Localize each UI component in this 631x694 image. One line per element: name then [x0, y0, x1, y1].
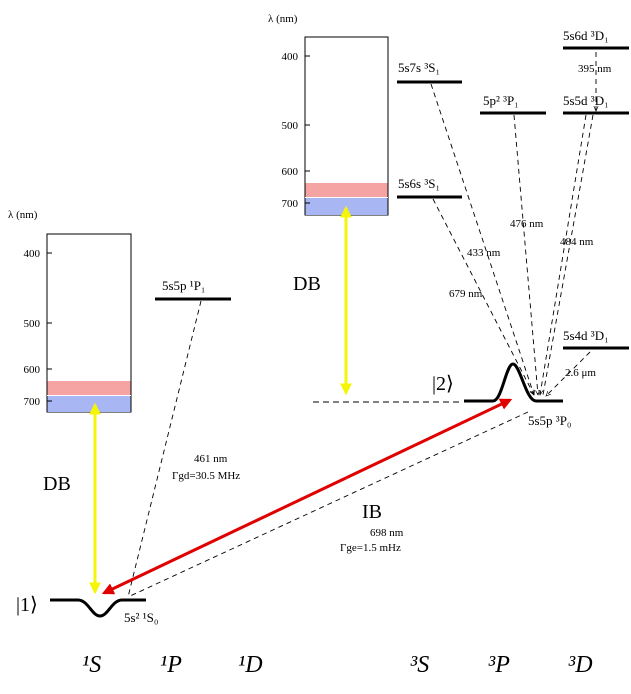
db-right-label: DB [293, 273, 321, 295]
transition-433nm [430, 83, 534, 395]
left-tick-600: 600 [24, 364, 41, 376]
right-wavelength-axis-label: λ (nm) [268, 13, 298, 25]
column-1D: ¹D [238, 652, 263, 678]
left-blue-band [47, 396, 131, 412]
label-5s5d-3D1: 5s5d ³D₁ [563, 93, 609, 108]
label-698nm: 698 nm [370, 527, 404, 539]
label-461nm: 461 nm [194, 453, 228, 465]
left-spectrum-box: λ (nm) 400 500 600 700 [8, 209, 132, 413]
label-5s5p-3P0: 5s5p ³P₀ [528, 413, 571, 428]
right-tick-700: 700 [282, 198, 299, 210]
label-679nm: 679 nm [449, 288, 483, 300]
label-5s6d-3D1: 5s6d ³D₁ [563, 28, 609, 43]
ground-level-line [50, 598, 146, 618]
label-484nm: 484 nm [560, 236, 594, 248]
column-1S: ¹S [82, 652, 101, 678]
label-5s5p-1P1: 5s5p ¹P₁ [162, 278, 205, 293]
column-3P: ³P [488, 652, 510, 678]
label-5s4d-3D1: 5s4d ³D₁ [563, 328, 609, 343]
transition-679nm [432, 198, 535, 395]
transition-484nm-a [540, 114, 587, 395]
label-476nm: 476 nm [510, 218, 544, 230]
ket-1-label: |1⟩ [16, 594, 38, 616]
ib-label: IB [362, 501, 382, 523]
left-tick-700: 700 [24, 396, 41, 408]
transition-698nm [127, 411, 529, 598]
left-red-band [47, 381, 131, 395]
label-gamma-ge: Γge=1.5 mHz [340, 542, 401, 554]
label-5s6s-3S1: 5s6s ³S₁ [398, 176, 440, 191]
transition-2.6um [546, 351, 591, 396]
left-tick-400: 400 [24, 248, 41, 260]
ib-arrow [101, 398, 513, 595]
right-tick-400: 400 [282, 51, 299, 63]
label-ground-level: 5s² ¹S₀ [124, 610, 158, 625]
transition-484nm-b [542, 114, 594, 396]
label-395nm: 395 nm [578, 63, 612, 75]
label-5p2-3P1: 5p² ³P₁ [483, 93, 519, 108]
column-3S: ³S [410, 652, 429, 678]
left-tick-500: 500 [24, 318, 41, 330]
label-5s7s-3S1: 5s7s ³S₁ [398, 60, 440, 75]
db-left-label: DB [43, 473, 71, 495]
right-tick-600: 600 [282, 166, 299, 178]
ket-2-label: |2⟩ [432, 373, 454, 395]
label-2.6um: 2.6 μm [565, 367, 596, 379]
label-gamma-gd: Γgd=30.5 MHz [172, 470, 240, 482]
label-433nm: 433 nm [467, 247, 501, 259]
transition-476nm [513, 114, 538, 395]
column-3D: ³D [568, 652, 593, 678]
level-5s5p-3P0 [464, 362, 563, 403]
right-spectrum-box: λ (nm) 400 500 600 700 [268, 13, 389, 216]
right-tick-500: 500 [282, 120, 299, 132]
right-red-band [305, 183, 388, 197]
column-1P: ¹P [160, 652, 182, 678]
left-wavelength-axis-label: λ (nm) [8, 209, 38, 221]
